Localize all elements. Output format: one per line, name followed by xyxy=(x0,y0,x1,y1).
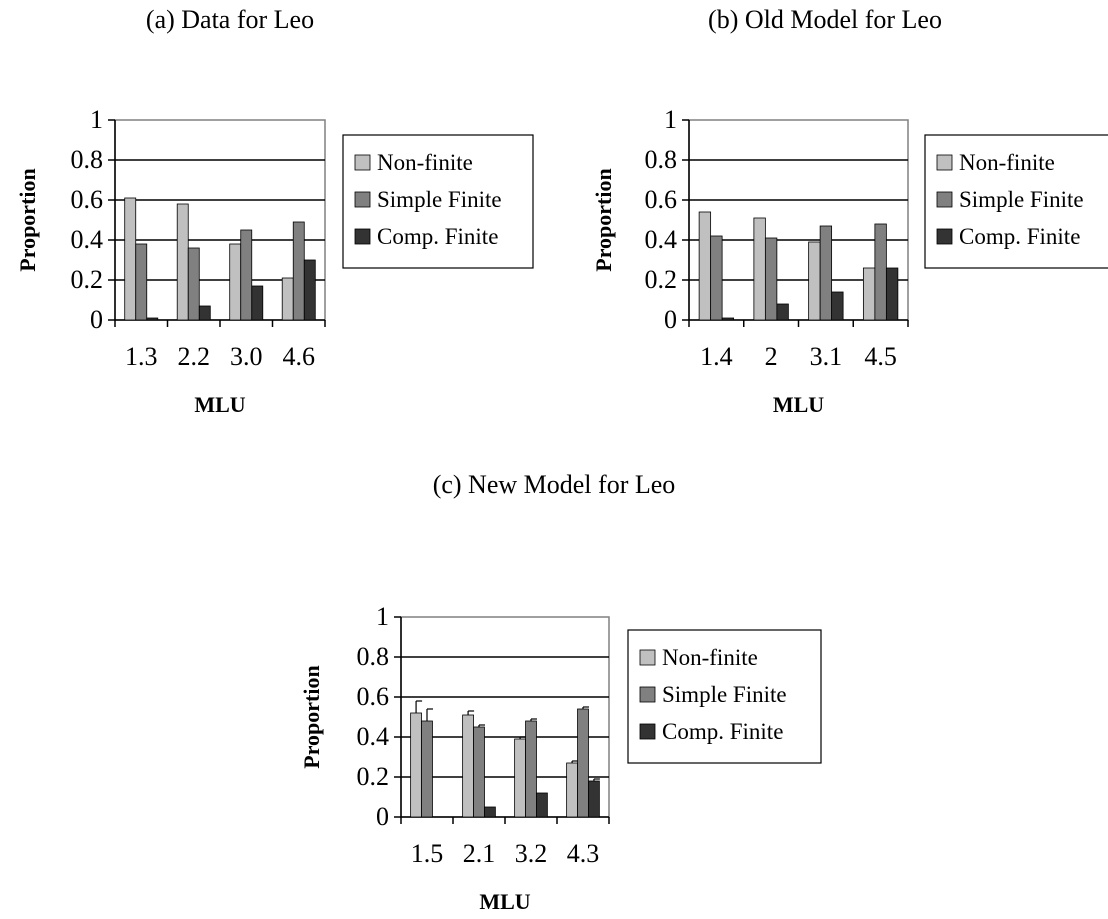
y-tick-label: 0.2 xyxy=(71,265,104,294)
y-tick-label: 0.6 xyxy=(71,185,104,214)
bar xyxy=(303,259,316,321)
x-tick-label: 3.2 xyxy=(515,839,548,868)
bar xyxy=(281,277,294,321)
bar xyxy=(176,203,189,321)
x-tick-label: 2.1 xyxy=(463,839,496,868)
bar xyxy=(753,217,766,321)
legend-b xyxy=(924,134,1108,269)
bar xyxy=(135,243,148,321)
bar xyxy=(292,221,305,321)
legend-label: Comp. Finite xyxy=(959,224,1080,249)
panel-b-title: (b) Old Model for Leo xyxy=(708,5,942,34)
bar xyxy=(198,305,211,321)
y-tick-label: 1 xyxy=(90,105,103,134)
bar xyxy=(146,317,159,321)
y-tick-label: 0 xyxy=(376,802,389,831)
x-tick-label: 1.3 xyxy=(125,342,158,371)
bar xyxy=(808,241,821,321)
y-tick-label: 0 xyxy=(90,305,103,334)
bar xyxy=(819,225,833,321)
bar xyxy=(240,229,253,321)
bar xyxy=(229,243,242,321)
bar xyxy=(588,780,600,818)
legend-label: Non-finite xyxy=(662,645,758,670)
bar xyxy=(885,267,899,321)
legend-label: Simple Finite xyxy=(377,187,502,212)
bar xyxy=(874,223,887,321)
y-tick-label: 1 xyxy=(376,602,389,631)
legend-swatch xyxy=(639,686,656,703)
y-tick-label: 0.2 xyxy=(645,265,678,294)
legend-swatch xyxy=(354,228,371,245)
y-tick-label: 0.8 xyxy=(71,145,104,174)
chart-a: 0 0.2 0.4 0.6 0.8 1 1.3 2.2 3.0 4.6 MLU Proportion N… xyxy=(15,105,534,417)
bar xyxy=(710,235,723,321)
bar xyxy=(776,303,789,321)
y-tick-label: 0.4 xyxy=(357,722,390,751)
legend-swatch xyxy=(936,191,953,208)
legend-label: Comp. Finite xyxy=(662,719,783,744)
legend-swatch xyxy=(354,191,371,208)
x-tick-label: 4.6 xyxy=(283,342,316,371)
bar xyxy=(764,237,778,321)
legend-a xyxy=(342,134,534,269)
x-tick-label: 1.5 xyxy=(411,839,444,868)
x-axis-label: MLU xyxy=(194,392,245,417)
y-tick-label: 0.6 xyxy=(357,682,390,711)
legend-swatch xyxy=(639,723,656,740)
bar xyxy=(484,806,496,818)
y-tick-label: 0.4 xyxy=(645,225,678,254)
y-tick-label: 0.8 xyxy=(357,642,390,671)
panel-a-title: (a) Data for Leo xyxy=(146,5,314,34)
bar xyxy=(721,317,735,321)
legend-label: Non-finite xyxy=(959,150,1055,175)
bar xyxy=(124,197,137,321)
x-tick-label: 2 xyxy=(765,342,778,371)
y-tick-label: 0 xyxy=(664,305,677,334)
bar xyxy=(698,211,712,321)
x-tick-label: 4.5 xyxy=(864,342,897,371)
bar xyxy=(862,267,876,321)
bar xyxy=(421,720,433,818)
bar xyxy=(577,708,589,818)
y-axis-label: Proportion xyxy=(15,168,40,271)
x-tick-label: 4.3 xyxy=(567,839,600,868)
bar xyxy=(831,291,844,321)
y-tick-label: 0.4 xyxy=(71,225,104,254)
legend-swatch xyxy=(354,154,371,171)
y-tick-label: 0.2 xyxy=(357,762,390,791)
legend-swatch xyxy=(936,228,953,245)
x-tick-label: 2.2 xyxy=(178,342,211,371)
x-axis-label: MLU xyxy=(479,889,530,914)
legend-c xyxy=(627,629,822,764)
x-tick-label: 1.4 xyxy=(700,342,733,371)
y-tick-label: 0.8 xyxy=(645,145,678,174)
bar xyxy=(410,712,422,818)
y-axis-label: Proportion xyxy=(591,168,616,271)
legend-swatch xyxy=(639,649,656,666)
bar xyxy=(514,738,526,818)
x-tick-label: 3.0 xyxy=(230,342,263,371)
legend-label: Non-finite xyxy=(377,150,473,175)
bar xyxy=(187,247,200,321)
legend-label: Simple Finite xyxy=(662,682,787,707)
bar xyxy=(566,762,578,818)
panel-c-title: (c) New Model for Leo xyxy=(433,470,676,499)
legend-label: Simple Finite xyxy=(959,187,1084,212)
y-axis-label: Proportion xyxy=(299,665,324,768)
bar xyxy=(251,285,264,321)
chart-c: 0 0.2 0.4 0.6 0.8 1 1.5 2.1 3.2 4.3 MLU Proportion N… xyxy=(299,602,822,914)
legend-label: Comp. Finite xyxy=(377,224,498,249)
legend-swatch xyxy=(936,154,953,171)
bar xyxy=(536,792,548,818)
chart-b: 0 0.2 0.4 0.6 0.8 1 1.4 2 3.1 4.5 MLU Proportion Non… xyxy=(591,105,1108,417)
y-tick-label: 1 xyxy=(664,105,677,134)
bar xyxy=(525,720,537,818)
x-axis-label: MLU xyxy=(773,392,824,417)
bar xyxy=(473,726,485,818)
x-tick-label: 3.1 xyxy=(810,342,843,371)
bar xyxy=(462,714,474,818)
y-tick-label: 0.6 xyxy=(645,185,678,214)
